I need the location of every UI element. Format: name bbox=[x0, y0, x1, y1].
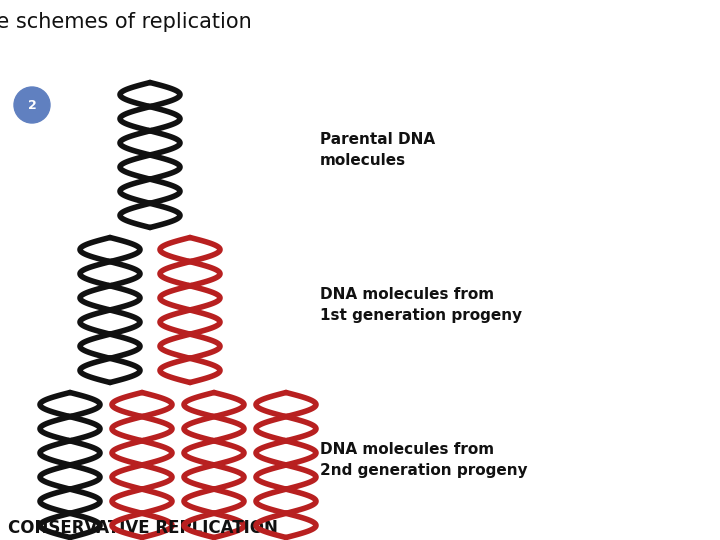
Text: Three alternate schemes of replication: Three alternate schemes of replication bbox=[0, 12, 252, 32]
Text: DNA molecules from
1st generation progeny: DNA molecules from 1st generation progen… bbox=[320, 287, 522, 323]
Text: CONSERVATIVE REPLICATION: CONSERVATIVE REPLICATION bbox=[8, 519, 278, 537]
Text: 2: 2 bbox=[27, 98, 37, 111]
Text: DNA molecules from
2nd generation progeny: DNA molecules from 2nd generation progen… bbox=[320, 442, 528, 478]
Text: Parental DNA
molecules: Parental DNA molecules bbox=[320, 132, 435, 168]
Circle shape bbox=[14, 87, 50, 123]
